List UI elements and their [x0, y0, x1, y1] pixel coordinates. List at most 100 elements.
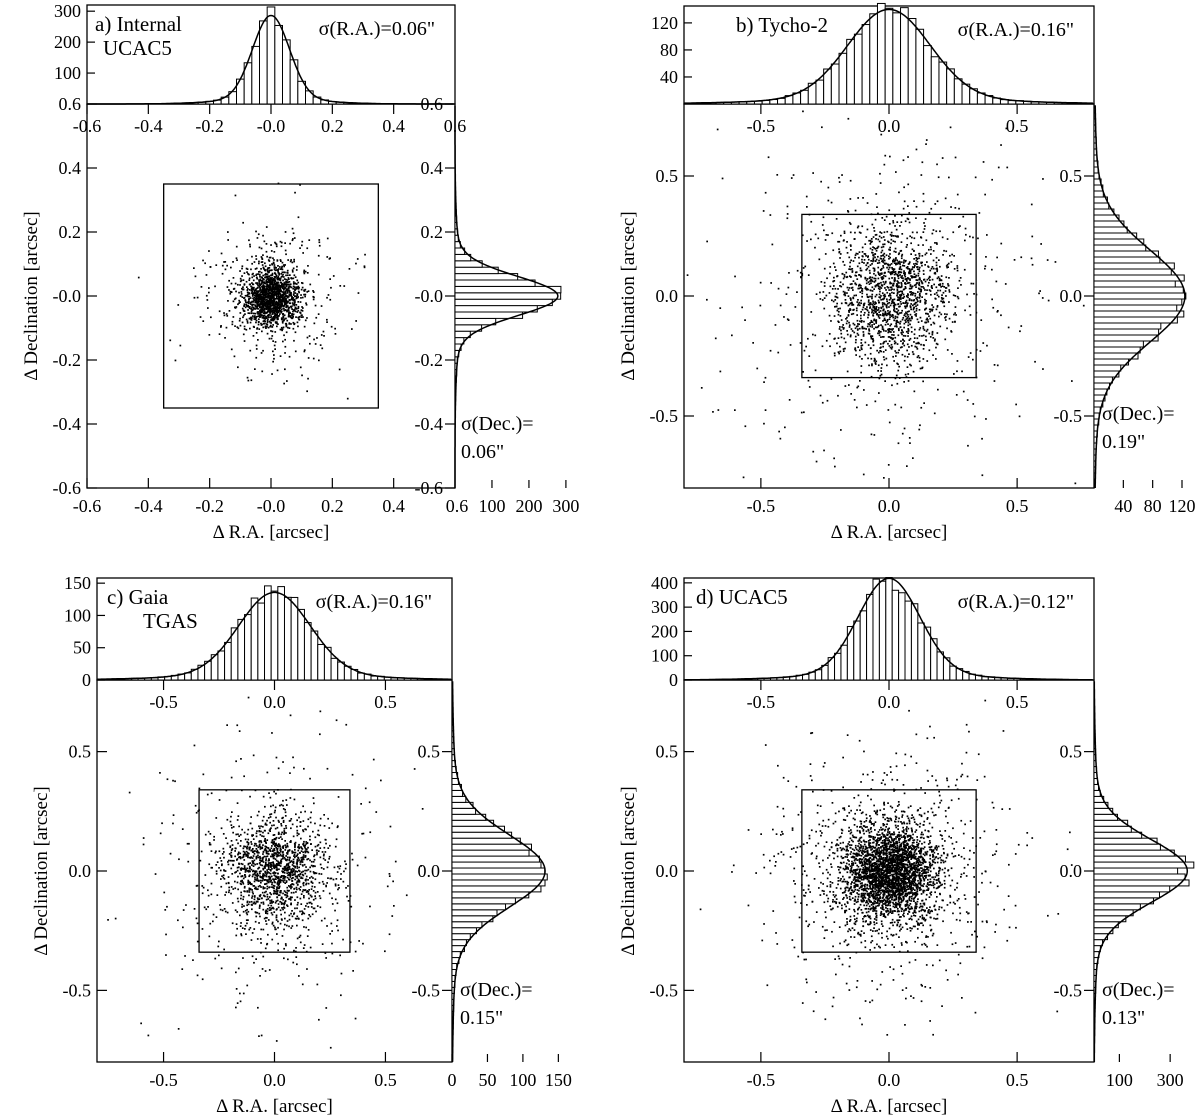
scatter-point	[889, 249, 891, 251]
scatter-point	[306, 902, 308, 905]
scatter-point	[871, 249, 874, 251]
scatter-point	[234, 297, 237, 300]
scatter-point	[898, 349, 900, 351]
scatter-point	[907, 277, 910, 280]
scatter-point	[889, 292, 891, 295]
scatter-point	[287, 295, 289, 297]
scatter-point	[883, 283, 886, 286]
scatter-point	[274, 269, 277, 272]
scatter-point	[891, 272, 894, 275]
right-hist-bar	[1093, 364, 1122, 372]
right-hist-x-tick-label: 40	[1114, 496, 1132, 516]
scatter-point	[317, 829, 320, 832]
scatter-point	[269, 278, 272, 281]
scatter-point	[882, 294, 885, 297]
scatter-point	[284, 849, 287, 851]
scatter-point	[840, 336, 843, 339]
scatter-point	[301, 856, 304, 859]
scatter-point	[223, 878, 226, 880]
scatter-point	[861, 225, 864, 228]
scatter-point	[935, 346, 937, 349]
scatter-point	[840, 429, 842, 431]
scatter-point	[268, 281, 270, 284]
scatter-point	[309, 821, 312, 824]
scatter-point	[284, 309, 287, 311]
scatter-point	[364, 253, 366, 256]
scatter-point	[251, 908, 253, 911]
scatter-point	[829, 272, 831, 275]
scatter-point	[266, 771, 269, 774]
y-tick-label: -0.0	[53, 286, 82, 306]
scatter-point	[928, 211, 931, 214]
scatter-point	[277, 860, 279, 863]
right-hist-bar	[454, 279, 536, 287]
scatter-point	[857, 225, 860, 228]
scatter-point	[906, 280, 908, 282]
right-hist-bar	[1093, 406, 1101, 414]
scatter-point	[956, 370, 958, 373]
scatter-point	[267, 267, 269, 270]
scatter-point	[909, 235, 911, 238]
scatter-point	[302, 856, 305, 858]
scatter-point	[912, 292, 915, 295]
scatter-point	[282, 857, 284, 860]
scatter-point	[787, 319, 790, 321]
scatter-point	[243, 845, 245, 848]
scatter-point	[882, 312, 884, 315]
scatter-point	[269, 292, 271, 294]
scatter-point	[271, 373, 273, 375]
scatter-point	[269, 279, 272, 282]
scatter-point	[251, 895, 254, 897]
scatter-point	[286, 271, 288, 274]
scatter-point	[265, 317, 268, 319]
scatter-point	[253, 299, 255, 301]
scatter-point	[879, 172, 881, 175]
scatter-point	[230, 776, 233, 779]
scatter-point	[838, 248, 840, 250]
scatter-point	[174, 359, 177, 362]
scatter-point	[839, 281, 842, 284]
scatter-point	[953, 373, 955, 375]
scatter-point	[237, 842, 239, 845]
scatter-point	[823, 449, 825, 452]
scatter-point	[285, 281, 288, 283]
scatter-point	[280, 290, 282, 293]
right-hist-bar	[1093, 340, 1144, 348]
scatter-point	[289, 285, 292, 288]
scatter-point	[874, 400, 877, 403]
scatter-point	[276, 899, 279, 902]
scatter-point	[936, 343, 939, 346]
right-hist-bars	[454, 183, 562, 409]
scatter-point	[360, 803, 362, 805]
scatter-point	[319, 906, 322, 909]
scatter-point	[282, 845, 285, 847]
top-hist-bar	[953, 78, 963, 105]
scatter-point	[943, 305, 946, 308]
scatter-point	[868, 328, 870, 330]
scatter-point	[938, 277, 941, 280]
scatter-point	[877, 212, 879, 215]
scatter-point	[247, 288, 249, 290]
scatter-point	[284, 882, 287, 884]
scatter-point	[899, 346, 902, 349]
scatter-point	[912, 308, 915, 311]
scatter-point	[914, 295, 917, 297]
scatter-point	[929, 310, 931, 313]
scatter-point	[926, 317, 928, 320]
scatter-point	[832, 280, 834, 283]
scatter-point	[762, 210, 765, 212]
scatter-point	[281, 303, 284, 306]
scatter-point	[263, 290, 266, 292]
scatter-point	[245, 868, 248, 871]
scatter-point	[867, 299, 870, 302]
scatter-point	[873, 360, 876, 362]
scatter-point	[918, 328, 921, 331]
scatter-point	[364, 787, 367, 790]
scatter-point	[877, 238, 880, 241]
scatter-point	[294, 865, 296, 868]
scatter-point	[223, 948, 225, 951]
scatter-point	[907, 328, 910, 330]
scatter-point	[1034, 360, 1036, 363]
scatter-point	[885, 305, 888, 308]
scatter-point	[899, 295, 902, 298]
